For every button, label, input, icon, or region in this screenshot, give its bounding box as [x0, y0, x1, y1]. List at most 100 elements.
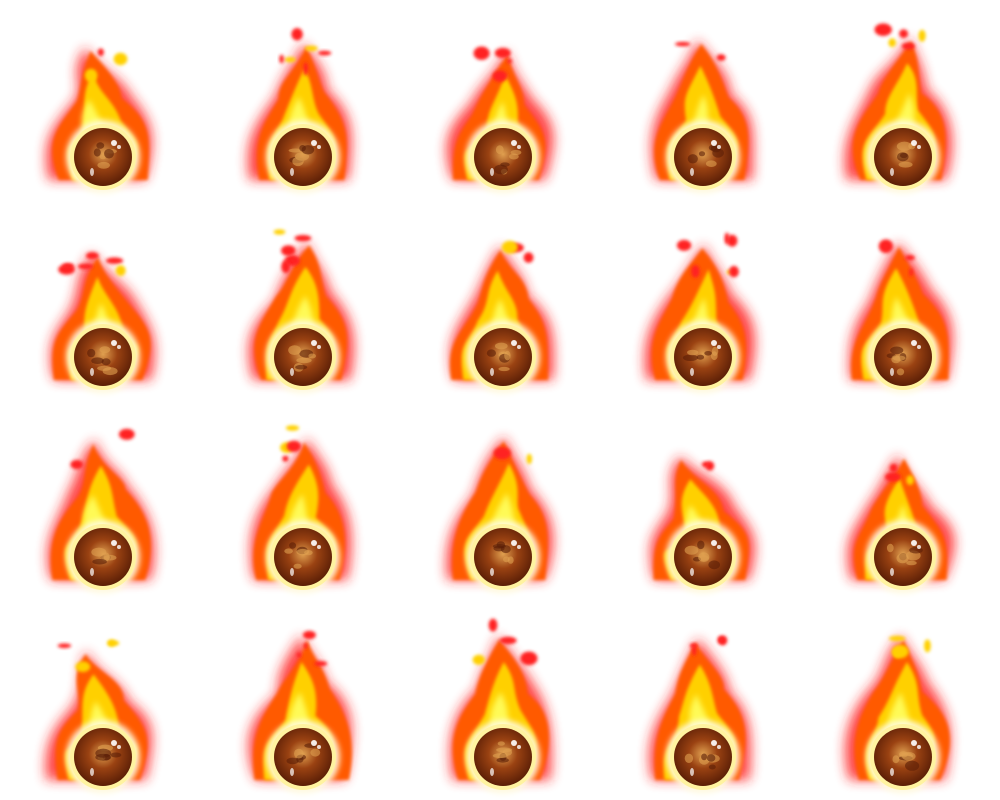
ember [727, 234, 738, 247]
orb-sparkle [717, 745, 721, 749]
ember [282, 455, 289, 462]
orb-sparkle [911, 140, 917, 146]
orb-reflection [490, 368, 494, 376]
fireball-sprite [450, 618, 552, 794]
ember [305, 45, 318, 52]
sprite-frame-4 [600, 0, 800, 200]
orb-sparkle [111, 740, 117, 746]
orb-swirl [96, 142, 105, 149]
sprite-frame-7 [200, 200, 400, 400]
ember [724, 232, 730, 245]
orb-swirl [906, 560, 917, 566]
orb-swirl [292, 156, 304, 167]
orb-swirl [896, 368, 905, 376]
orb-swirl [902, 751, 916, 761]
ember [273, 229, 286, 235]
orb-sparkle [517, 145, 521, 149]
orb-swirl [504, 350, 511, 361]
fireball-sprite [845, 635, 950, 794]
orb-reflection [890, 568, 894, 576]
orb-swirl [299, 145, 306, 152]
orb-sparkle [317, 545, 321, 549]
orb-swirl [886, 543, 894, 553]
orb-swirl [97, 161, 110, 169]
sprite-frame-20 [800, 600, 1000, 800]
fireball-sprite [248, 229, 355, 394]
orb-reflection [890, 168, 894, 176]
orb-sparkle [111, 540, 117, 546]
orb-sparkle [111, 140, 117, 146]
ember [314, 661, 328, 667]
fireball-sprite [50, 252, 155, 394]
orb-sparkle [111, 340, 117, 346]
orb-sparkle [917, 745, 921, 749]
fireball-sprite [849, 239, 953, 394]
orb-swirl [704, 351, 712, 356]
orb-reflection [890, 368, 894, 376]
ember [296, 652, 302, 658]
fireball-sprite [844, 23, 953, 194]
sprite-frame-12 [200, 400, 400, 600]
fireball-sprite [449, 240, 554, 394]
orb-swirl [684, 753, 694, 763]
ember [924, 639, 931, 653]
fireball-sprite [649, 635, 751, 794]
ember [58, 264, 75, 275]
orb-swirl [91, 357, 104, 364]
orb-swirl [687, 154, 698, 164]
ember [716, 54, 726, 61]
sprite-frame-1 [0, 0, 200, 200]
orb-sparkle [117, 745, 121, 749]
sprite-frame-9 [600, 200, 800, 400]
orb-sparkle [917, 345, 921, 349]
orb-sparkle [711, 740, 717, 746]
fireball-sprite [47, 428, 155, 594]
orb-sparkle [311, 540, 317, 546]
orb-swirl [288, 345, 301, 355]
ember [874, 23, 892, 36]
ember [85, 252, 99, 260]
orb-swirl [104, 148, 114, 159]
orb-sparkle [711, 340, 717, 346]
ember [701, 461, 710, 468]
orb-swirl [494, 342, 508, 350]
ember [107, 640, 120, 646]
orb-sparkle [317, 745, 321, 749]
orb-sparkle [917, 545, 921, 549]
ember [906, 475, 914, 485]
orb-swirl [486, 349, 496, 357]
orb-swirl [284, 548, 293, 554]
sprite-frame-18 [400, 600, 600, 800]
orb-sparkle [717, 545, 721, 549]
orb-swirl [296, 357, 312, 364]
fireball-sprite [247, 28, 352, 194]
orb-swirl [93, 148, 101, 157]
orb-core [274, 528, 332, 586]
orb-swirl [310, 748, 321, 757]
ember [84, 68, 98, 82]
ember [281, 260, 291, 274]
ember [728, 265, 739, 278]
ember [115, 265, 126, 276]
orb-swirl [293, 563, 302, 569]
orb-sparkle [911, 540, 917, 546]
ember [905, 255, 915, 261]
orb-reflection [490, 768, 494, 776]
orb-swirl [896, 141, 912, 151]
orb-sparkle [317, 345, 321, 349]
orb-swirl [697, 540, 705, 550]
orb-sparkle [117, 145, 121, 149]
fireball-sprite [446, 46, 554, 194]
orb-reflection [290, 768, 294, 776]
ember [918, 29, 926, 42]
orb-swirl [897, 152, 909, 162]
orb-sparkle [311, 340, 317, 346]
sprite-frame-16 [0, 600, 200, 800]
orb-swirl [708, 560, 720, 570]
orb-swirl [698, 552, 710, 563]
orb-reflection [690, 368, 694, 376]
orb-swirl [696, 354, 705, 360]
fireball-sprite [650, 456, 756, 594]
ember [303, 62, 308, 76]
orb-swirl [110, 752, 122, 758]
